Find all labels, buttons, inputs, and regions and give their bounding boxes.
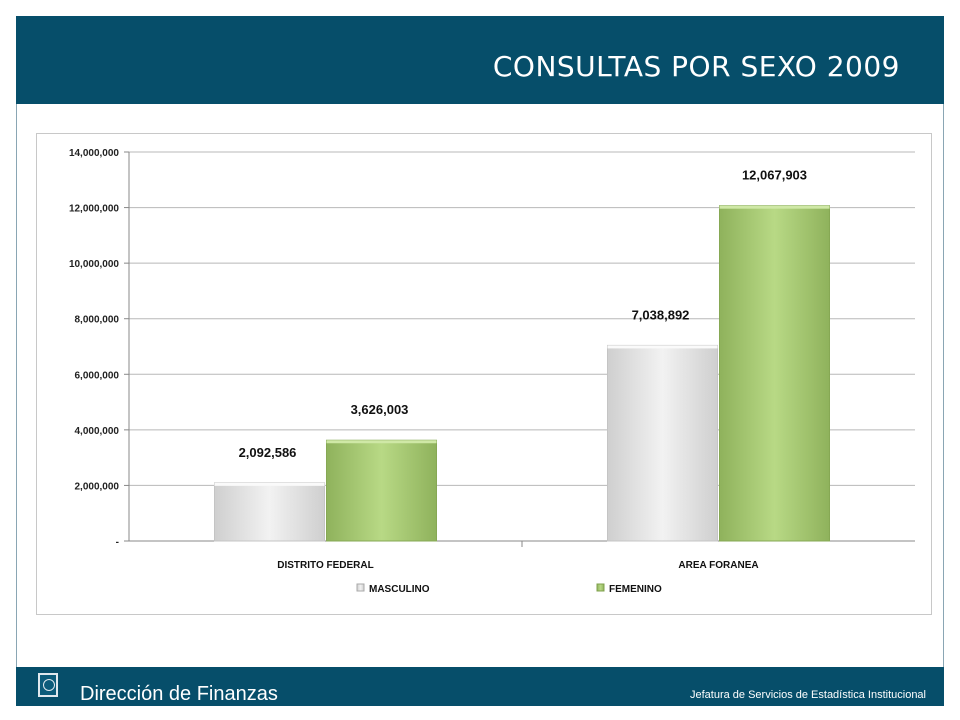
- legend-label: FEMENINO: [609, 584, 662, 595]
- bar-top-highlight: [326, 440, 437, 444]
- bar-masculino-2: [607, 344, 718, 542]
- legend-swatch-masculino: [356, 583, 365, 592]
- data-label: 2,092,586: [239, 445, 297, 460]
- chart-container: - 2,000,000 4,000,000 6,000,000 8,000,000 10,…: [36, 133, 932, 615]
- y-tick-label: 10,000,000: [69, 259, 119, 270]
- y-tick-label: 8,000,000: [75, 315, 120, 326]
- header-bar: CONSULTAS POR SEXO 2009: [16, 16, 944, 104]
- bar-top-highlight: [607, 345, 718, 349]
- footer-bar: Dirección de Finanzas Jefatura de Servic…: [16, 667, 944, 706]
- page-title: CONSULTAS POR SEXO 2009: [492, 50, 900, 83]
- legend-label: MASCULINO: [369, 584, 430, 595]
- bar-masculino-1: [214, 482, 325, 542]
- data-label: 12,067,903: [742, 168, 807, 183]
- data-label: 3,626,003: [351, 402, 409, 417]
- y-tick-label: 4,000,000: [75, 426, 120, 437]
- x-category-label: DISTRITO FEDERAL: [277, 560, 373, 571]
- bar-femenino-1: [326, 439, 437, 542]
- y-tick-label: 2,000,000: [75, 481, 120, 492]
- y-tick-label: 6,000,000: [75, 370, 120, 381]
- bar-top-highlight: [214, 482, 325, 486]
- issste-logo-icon: [38, 673, 58, 697]
- bar-top-highlight: [719, 205, 830, 209]
- legend-swatch-femenino: [596, 583, 605, 592]
- slide-frame: [16, 16, 944, 706]
- footer-department: Dirección de Finanzas: [80, 683, 278, 705]
- y-tick-label: 14,000,000: [69, 148, 119, 159]
- y-tick-label: 12,000,000: [69, 204, 119, 215]
- footer-office: Jefatura de Servicios de Estadística Ins…: [689, 689, 926, 701]
- bar-femenino-2: [719, 205, 830, 542]
- y-tick-label: -: [116, 537, 119, 548]
- x-category-label: AREA FORANEA: [678, 560, 758, 571]
- data-label: 7,038,892: [632, 307, 690, 322]
- bar-chart: - 2,000,000 4,000,000 6,000,000 8,000,000 10,…: [69, 148, 915, 595]
